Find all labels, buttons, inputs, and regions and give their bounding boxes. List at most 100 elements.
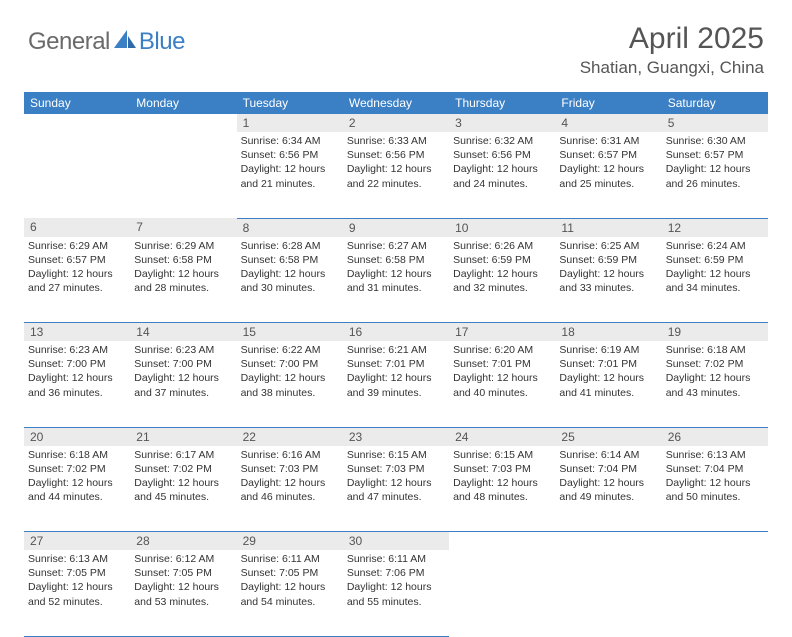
day-number: 7: [130, 218, 236, 237]
daylight-line-1: Daylight: 12 hours: [453, 476, 551, 490]
day-number: [555, 532, 661, 551]
day-cell: Sunrise: 6:25 AMSunset: 6:59 PMDaylight:…: [555, 237, 661, 323]
sunrise-line: Sunrise: 6:29 AM: [28, 239, 126, 253]
day-cell: Sunrise: 6:24 AMSunset: 6:59 PMDaylight:…: [662, 237, 768, 323]
day-number: 8: [237, 218, 343, 237]
daylight-line-2: and 48 minutes.: [453, 490, 551, 504]
sunset-line: Sunset: 7:00 PM: [134, 357, 232, 371]
daylight-line-2: and 32 minutes.: [453, 281, 551, 295]
day-cell: Sunrise: 6:13 AMSunset: 7:04 PMDaylight:…: [662, 446, 768, 532]
day-cell: Sunrise: 6:19 AMSunset: 7:01 PMDaylight:…: [555, 341, 661, 427]
sunset-line: Sunset: 7:02 PM: [134, 462, 232, 476]
day-cell: Sunrise: 6:11 AMSunset: 7:05 PMDaylight:…: [237, 550, 343, 636]
sunset-line: Sunset: 6:58 PM: [347, 253, 445, 267]
sunset-line: Sunset: 7:05 PM: [28, 566, 126, 580]
sunset-line: Sunset: 6:57 PM: [559, 148, 657, 162]
daylight-line-2: and 27 minutes.: [28, 281, 126, 295]
sunrise-line: Sunrise: 6:27 AM: [347, 239, 445, 253]
sunrise-line: Sunrise: 6:12 AM: [134, 552, 232, 566]
daylight-line-2: and 34 minutes.: [666, 281, 764, 295]
sunrise-line: Sunrise: 6:30 AM: [666, 134, 764, 148]
day-number: 1: [237, 114, 343, 132]
daylight-line-2: and 40 minutes.: [453, 386, 551, 400]
sunrise-line: Sunrise: 6:19 AM: [559, 343, 657, 357]
day-number: 23: [343, 427, 449, 446]
daylight-line-1: Daylight: 12 hours: [241, 476, 339, 490]
sunrise-line: Sunrise: 6:18 AM: [28, 448, 126, 462]
header: General Blue April 2025 Shatian, Guangxi…: [0, 0, 792, 86]
day-details: Sunrise: 6:16 AMSunset: 7:03 PMDaylight:…: [241, 446, 339, 505]
sunset-line: Sunset: 7:03 PM: [241, 462, 339, 476]
sunset-line: Sunset: 7:05 PM: [241, 566, 339, 580]
sunset-line: Sunset: 6:56 PM: [347, 148, 445, 162]
day-cell: [130, 132, 236, 218]
daylight-line-2: and 30 minutes.: [241, 281, 339, 295]
day-cell: Sunrise: 6:29 AMSunset: 6:58 PMDaylight:…: [130, 237, 236, 323]
sunrise-line: Sunrise: 6:11 AM: [347, 552, 445, 566]
sunrise-line: Sunrise: 6:26 AM: [453, 239, 551, 253]
sunset-line: Sunset: 6:57 PM: [28, 253, 126, 267]
daynum-row: 20212223242526: [24, 427, 768, 446]
sunset-line: Sunset: 7:01 PM: [559, 357, 657, 371]
daylight-line-1: Daylight: 12 hours: [559, 267, 657, 281]
day-details: Sunrise: 6:34 AMSunset: 6:56 PMDaylight:…: [241, 132, 339, 191]
sunset-line: Sunset: 7:01 PM: [347, 357, 445, 371]
day-number: [449, 532, 555, 551]
sunset-line: Sunset: 6:57 PM: [666, 148, 764, 162]
week-row: Sunrise: 6:18 AMSunset: 7:02 PMDaylight:…: [24, 446, 768, 532]
sunrise-line: Sunrise: 6:23 AM: [28, 343, 126, 357]
sunrise-line: Sunrise: 6:28 AM: [241, 239, 339, 253]
day-number: 11: [555, 218, 661, 237]
sunrise-line: Sunrise: 6:31 AM: [559, 134, 657, 148]
daylight-line-2: and 26 minutes.: [666, 177, 764, 191]
sunset-line: Sunset: 6:58 PM: [241, 253, 339, 267]
sunset-line: Sunset: 7:03 PM: [347, 462, 445, 476]
day-details: Sunrise: 6:14 AMSunset: 7:04 PMDaylight:…: [559, 446, 657, 505]
day-cell: Sunrise: 6:15 AMSunset: 7:03 PMDaylight:…: [343, 446, 449, 532]
weekday-header: Saturday: [662, 92, 768, 114]
sunrise-line: Sunrise: 6:23 AM: [134, 343, 232, 357]
daylight-line-1: Daylight: 12 hours: [134, 267, 232, 281]
day-cell: Sunrise: 6:12 AMSunset: 7:05 PMDaylight:…: [130, 550, 236, 636]
day-number: 5: [662, 114, 768, 132]
day-number: 18: [555, 323, 661, 342]
day-number: 15: [237, 323, 343, 342]
daylight-line-2: and 45 minutes.: [134, 490, 232, 504]
daylight-line-1: Daylight: 12 hours: [347, 580, 445, 594]
daylight-line-2: and 41 minutes.: [559, 386, 657, 400]
day-details: Sunrise: 6:33 AMSunset: 6:56 PMDaylight:…: [347, 132, 445, 191]
daylight-line-2: and 52 minutes.: [28, 595, 126, 609]
sunset-line: Sunset: 7:06 PM: [347, 566, 445, 580]
day-cell: Sunrise: 6:18 AMSunset: 7:02 PMDaylight:…: [24, 446, 130, 532]
page-title: April 2025: [580, 22, 764, 56]
day-number: 30: [343, 532, 449, 551]
daylight-line-2: and 36 minutes.: [28, 386, 126, 400]
day-details: Sunrise: 6:11 AMSunset: 7:06 PMDaylight:…: [347, 550, 445, 609]
day-cell: Sunrise: 6:18 AMSunset: 7:02 PMDaylight:…: [662, 341, 768, 427]
day-cell: Sunrise: 6:31 AMSunset: 6:57 PMDaylight:…: [555, 132, 661, 218]
daylight-line-1: Daylight: 12 hours: [134, 476, 232, 490]
sunrise-line: Sunrise: 6:16 AM: [241, 448, 339, 462]
sunrise-line: Sunrise: 6:21 AM: [347, 343, 445, 357]
sunset-line: Sunset: 6:56 PM: [453, 148, 551, 162]
day-details: Sunrise: 6:29 AMSunset: 6:57 PMDaylight:…: [28, 237, 126, 296]
sunrise-line: Sunrise: 6:13 AM: [28, 552, 126, 566]
daylight-line-2: and 38 minutes.: [241, 386, 339, 400]
day-cell: Sunrise: 6:13 AMSunset: 7:05 PMDaylight:…: [24, 550, 130, 636]
weekday-header: Friday: [555, 92, 661, 114]
day-details: Sunrise: 6:25 AMSunset: 6:59 PMDaylight:…: [559, 237, 657, 296]
sunrise-line: Sunrise: 6:17 AM: [134, 448, 232, 462]
day-cell: Sunrise: 6:29 AMSunset: 6:57 PMDaylight:…: [24, 237, 130, 323]
day-details: Sunrise: 6:26 AMSunset: 6:59 PMDaylight:…: [453, 237, 551, 296]
sunset-line: Sunset: 7:00 PM: [241, 357, 339, 371]
daylight-line-2: and 39 minutes.: [347, 386, 445, 400]
day-cell: Sunrise: 6:23 AMSunset: 7:00 PMDaylight:…: [130, 341, 236, 427]
weekday-header: Tuesday: [237, 92, 343, 114]
sunrise-line: Sunrise: 6:24 AM: [666, 239, 764, 253]
day-number: [130, 114, 236, 132]
daylight-line-2: and 53 minutes.: [134, 595, 232, 609]
daylight-line-2: and 44 minutes.: [28, 490, 126, 504]
day-details: Sunrise: 6:24 AMSunset: 6:59 PMDaylight:…: [666, 237, 764, 296]
sunset-line: Sunset: 7:04 PM: [559, 462, 657, 476]
sunrise-line: Sunrise: 6:13 AM: [666, 448, 764, 462]
